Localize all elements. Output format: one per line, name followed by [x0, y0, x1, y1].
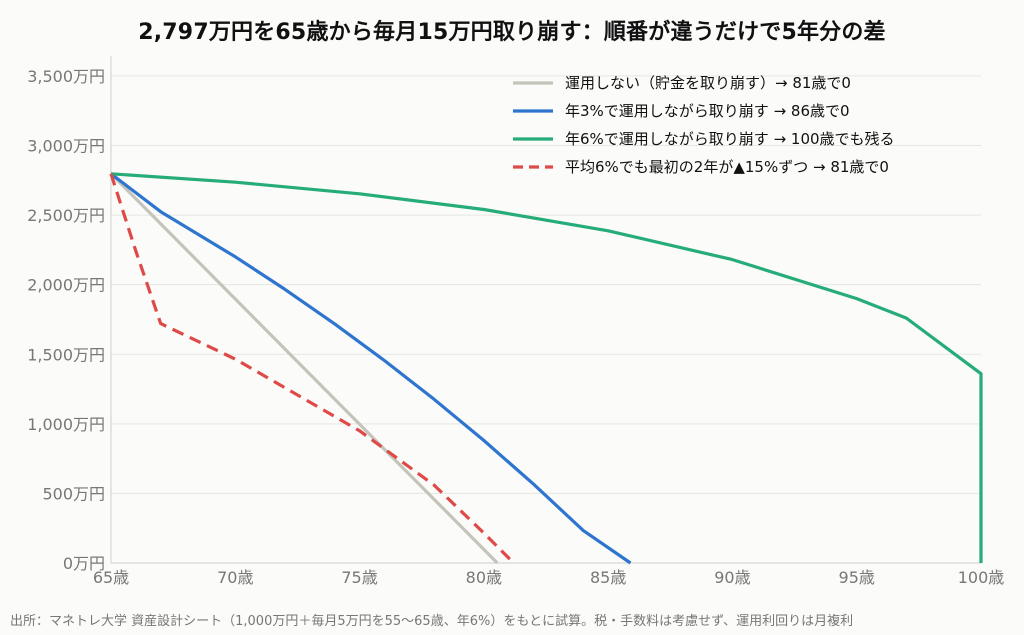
x-tick-label: 100歳: [958, 568, 1005, 587]
y-tick-label: 0万円: [63, 554, 105, 573]
legend: 運用しない（貯金を取り崩す）→ 81歳で0 年3%で運用しながら取り崩す → 86…: [513, 74, 895, 176]
series-line-3: [110, 172, 983, 563]
y-tick-label: 2,000万円: [27, 276, 105, 295]
y-tick-label: 3,500万円: [27, 67, 105, 86]
legend-label-1: 運用しない（貯金を取り崩す）→ 81歳で0: [565, 74, 851, 92]
series-line-4: [109, 173, 515, 565]
y-tick-label: 1,500万円: [27, 345, 105, 364]
source-footnote: 出所：マネトレ大学 資産設計シート（1,000万円＋毎月5万円を55〜65歳、年…: [10, 614, 854, 629]
legend-label-2: 年3%で運用しながら取り崩す → 86歳で0: [565, 102, 850, 120]
x-tick-label: 90歳: [714, 568, 750, 587]
x-tick-label: 80歳: [466, 568, 502, 587]
legend-label-4: 平均6%でも最初の2年が▲15%ずつ → 81歳で0: [565, 158, 889, 176]
gridlines: [111, 75, 981, 494]
axes: 0万円 500万円 1,000万円 1,500万円 2,000万円 2,500万円 3,00…: [27, 56, 1004, 587]
x-tick-label: 70歳: [217, 568, 253, 587]
chart-title: 2,797万円を65歳から毎月15万円取り崩す：順番が違うだけで5年分の差: [138, 20, 886, 45]
x-tick-label: 85歳: [590, 568, 626, 587]
y-tick-label: 2,500万円: [27, 206, 105, 225]
y-tick-label: 3,000万円: [27, 137, 105, 156]
legend-label-3: 年6%で運用しながら取り崩す → 100歳でも残る: [565, 130, 895, 148]
series-line-1: [109, 172, 499, 565]
y-tick-label: 1,000万円: [27, 415, 105, 434]
x-tick-label: 95歳: [839, 568, 875, 587]
x-tick-label: 65歳: [93, 568, 129, 587]
series-line-2: [110, 172, 632, 565]
y-tick-label: 500万円: [42, 484, 105, 503]
x-tick-label: 75歳: [341, 568, 377, 587]
series-lines: [109, 172, 983, 565]
